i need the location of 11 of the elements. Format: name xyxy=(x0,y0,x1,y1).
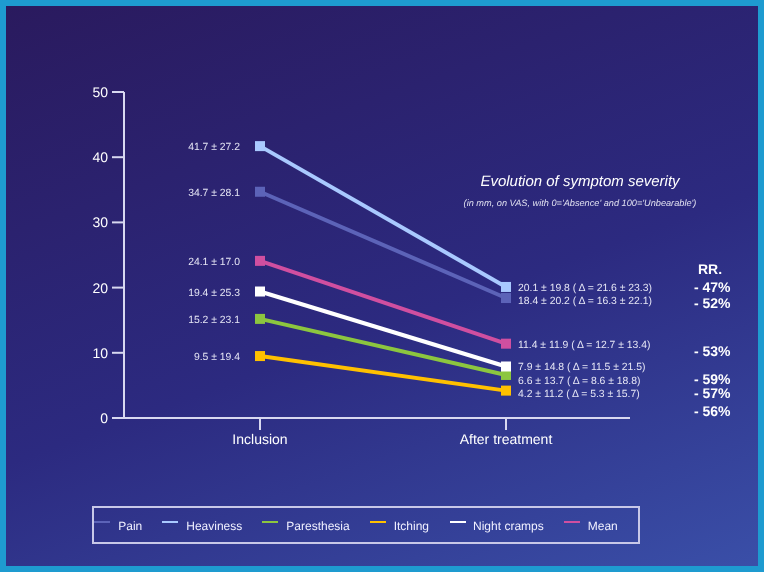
point xyxy=(501,361,511,372)
point xyxy=(501,293,511,304)
point xyxy=(255,141,265,152)
point xyxy=(255,186,265,197)
point xyxy=(255,255,265,266)
point xyxy=(501,385,511,396)
point xyxy=(255,351,265,362)
point xyxy=(501,338,511,349)
point xyxy=(255,313,265,324)
point xyxy=(255,286,265,297)
point xyxy=(501,281,511,292)
